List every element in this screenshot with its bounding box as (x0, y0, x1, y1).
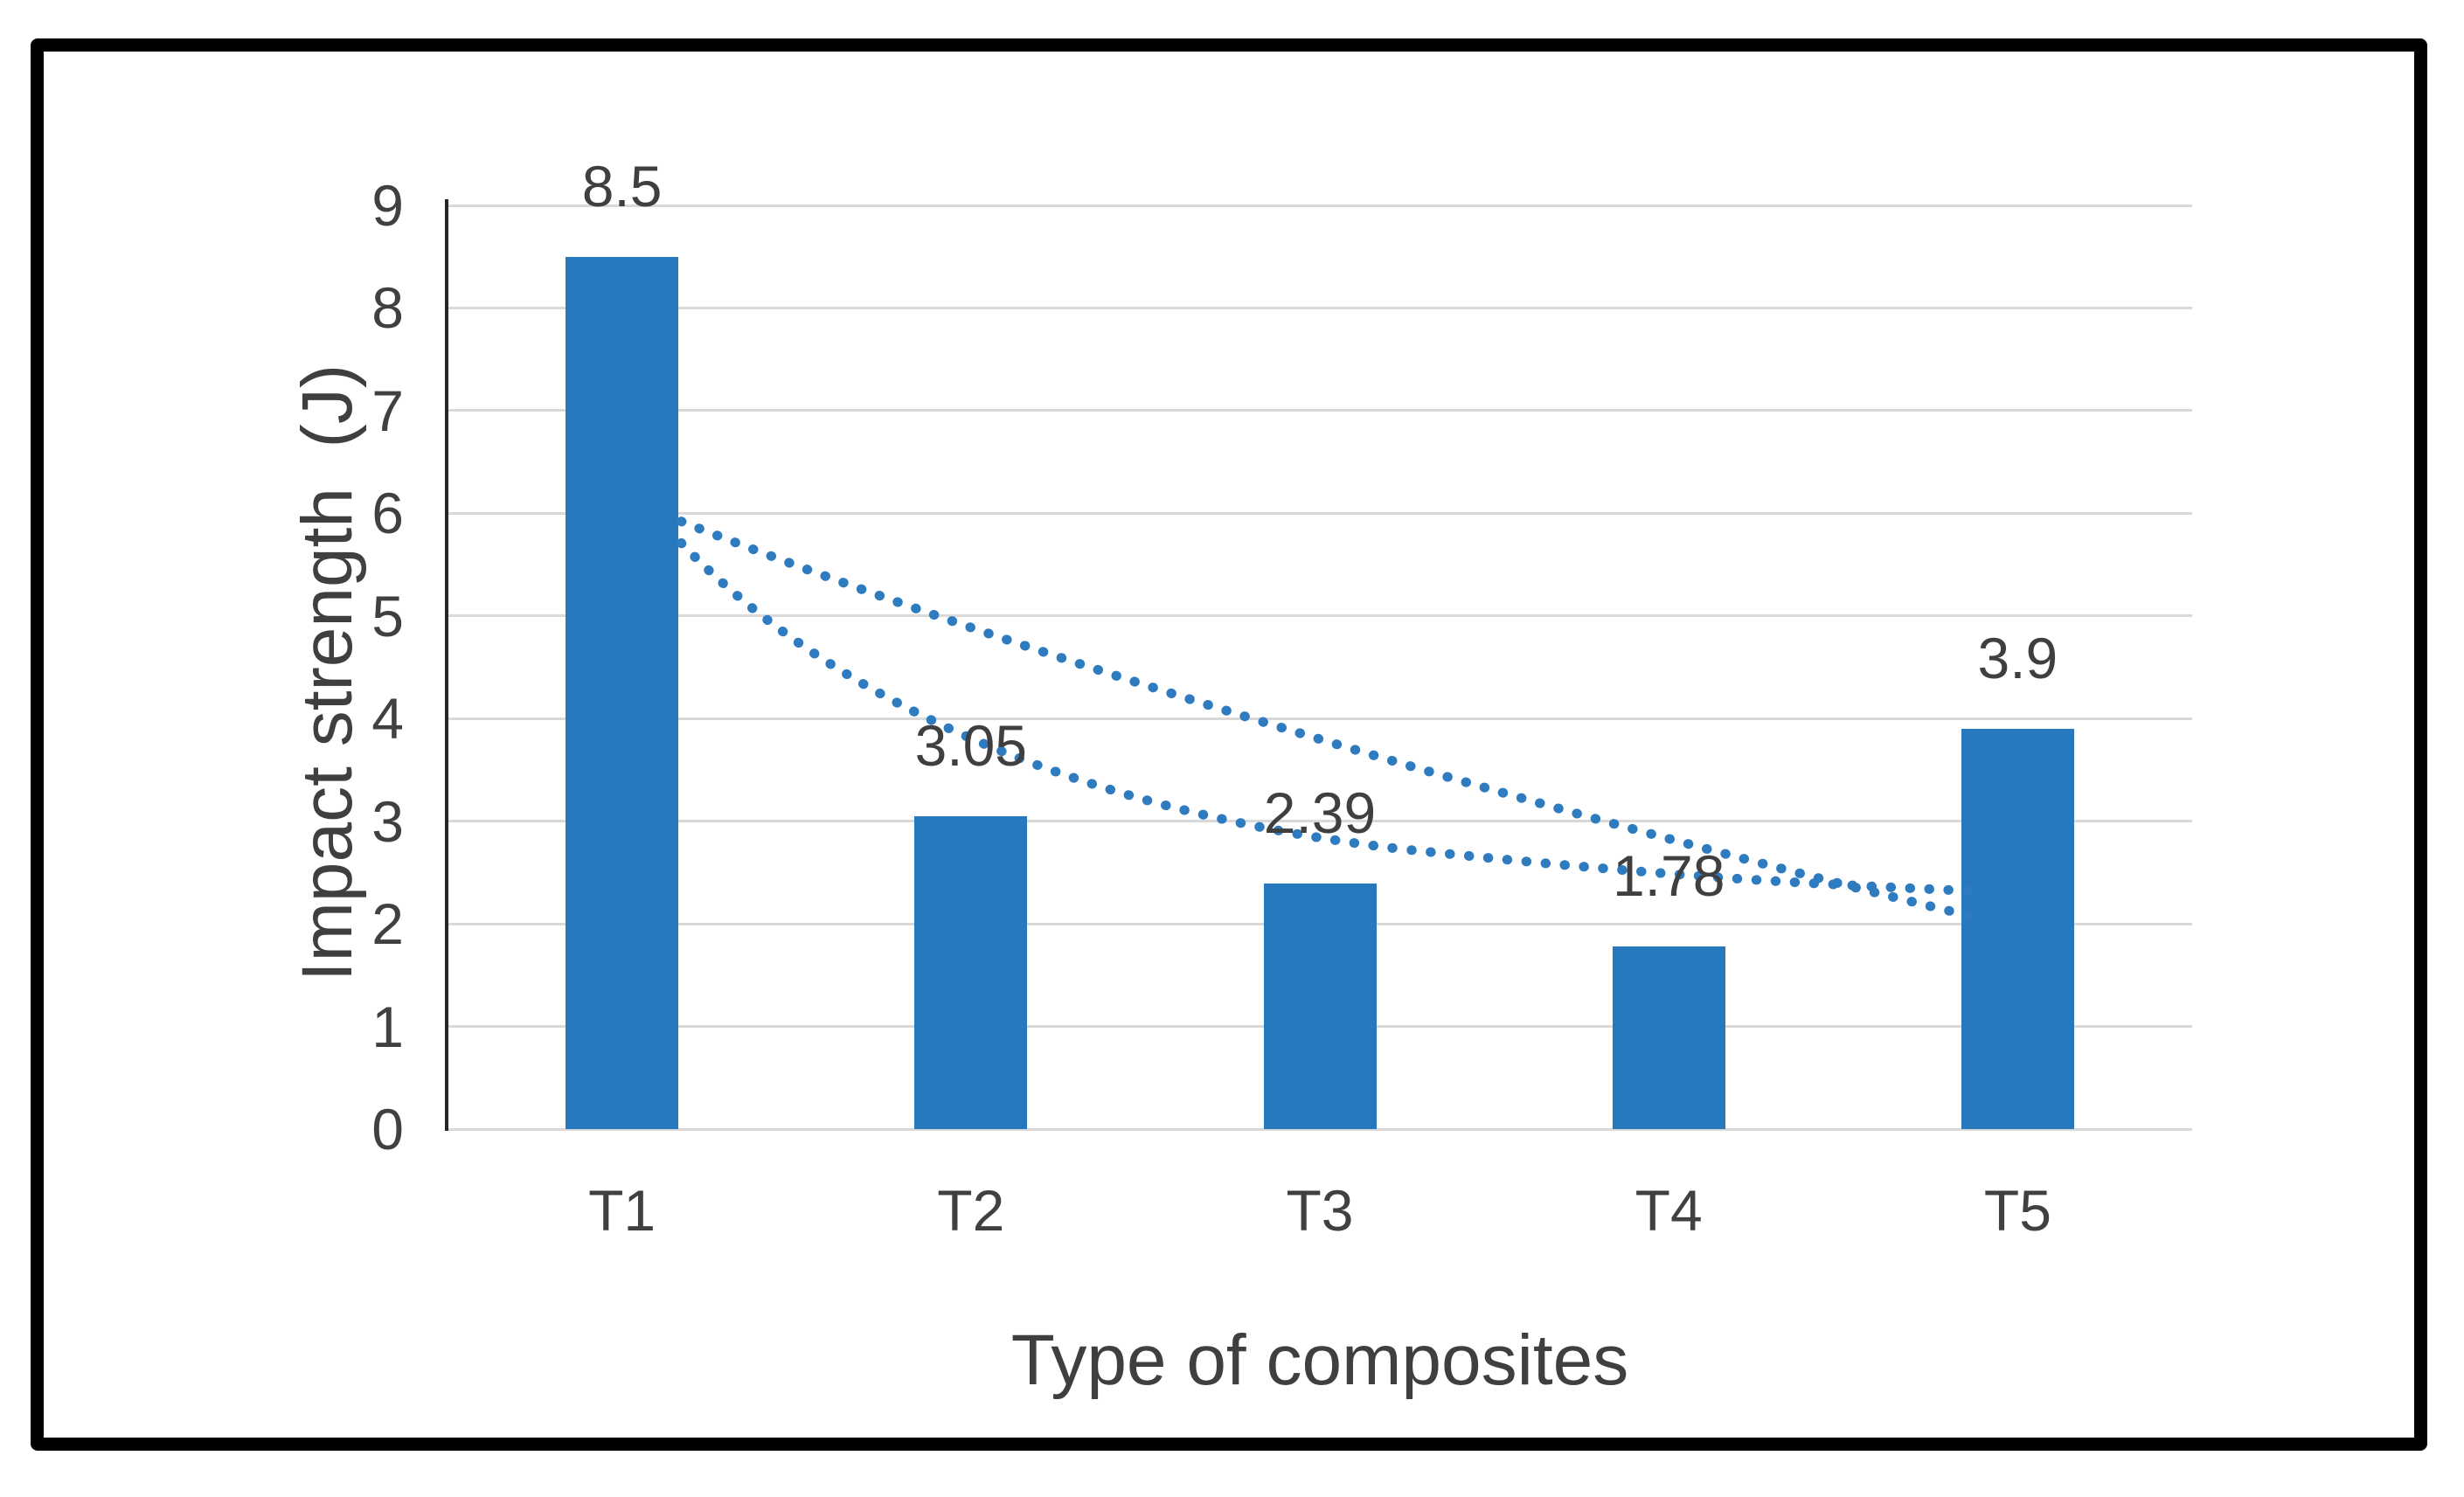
y-tick-label-0: 0 (371, 1097, 404, 1161)
data-label-T5: 3.9 (1977, 625, 2058, 690)
gridline-y-8 (448, 306, 2192, 309)
y-tick-label-1: 1 (371, 994, 404, 1059)
gridline-y-9 (448, 204, 2192, 207)
gridline-y-0 (448, 1127, 2192, 1131)
gridline-y-7 (448, 409, 2192, 412)
x-tick-label-T1: T1 (588, 1178, 656, 1243)
y-tick-label-2: 2 (371, 891, 404, 957)
x-tick-label-T4: T4 (1635, 1178, 1703, 1243)
bar-T2 (914, 815, 1028, 1129)
y-tick-label-7: 7 (371, 378, 404, 443)
gridline-y-5 (448, 614, 2192, 618)
y-tick-label-3: 3 (371, 788, 404, 854)
x-tick-label-T5: T5 (1983, 1178, 2051, 1243)
y-tick-label-6: 6 (371, 481, 404, 546)
x-tick-label-T3: T3 (1286, 1178, 1354, 1243)
bar-T3 (1263, 884, 1377, 1129)
y-tick-label-9: 9 (371, 173, 404, 238)
y-tick-label-5: 5 (371, 583, 404, 648)
bar-T5 (1961, 728, 2074, 1129)
bar-T4 (1612, 946, 1725, 1129)
data-label-T2: 3.05 (914, 712, 1028, 778)
gridline-y-6 (448, 511, 2192, 515)
y-axis-line (445, 199, 448, 1131)
data-label-T1: 8.5 (581, 153, 663, 218)
x-axis-title: Type of composites (1010, 1320, 1629, 1400)
data-label-T3: 2.39 (1263, 780, 1377, 846)
y-axis-title: Impact strength (J) (288, 364, 367, 982)
data-label-T4: 1.78 (1612, 842, 1725, 908)
x-tick-label-T2: T2 (937, 1178, 1005, 1243)
y-tick-label-4: 4 (371, 686, 404, 752)
bar-T1 (566, 256, 679, 1129)
figure-border (31, 38, 2427, 1451)
gridline-y-4 (448, 717, 2192, 720)
y-tick-label-8: 8 (371, 275, 404, 341)
